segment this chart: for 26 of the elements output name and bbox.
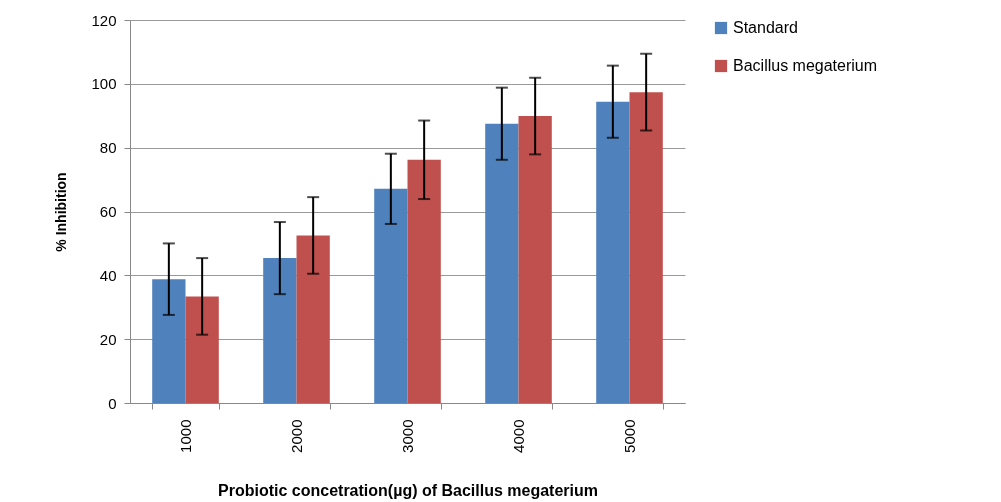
y-tick-label: 120 xyxy=(91,11,117,29)
x-axis-title: Probiotic concetration(µg) of Bacillus megaterium xyxy=(218,481,598,499)
legend-label: Bacillus megaterium xyxy=(733,57,878,74)
bar xyxy=(629,92,663,403)
y-tick-label: 0 xyxy=(108,394,117,412)
bar xyxy=(374,188,408,403)
bar xyxy=(596,101,630,403)
y-tick-label: 80 xyxy=(99,139,117,157)
bar xyxy=(263,258,297,403)
bar xyxy=(185,296,219,403)
y-tick-label: 100 xyxy=(91,75,117,93)
x-tick-label: 4000 xyxy=(510,419,527,453)
x-tick-label: 2000 xyxy=(288,419,305,453)
legend-label: Standard xyxy=(733,19,798,36)
bar xyxy=(296,235,330,403)
bar xyxy=(485,123,519,403)
y-axis-title: % Inhibition xyxy=(53,172,70,252)
x-tick-label: 1000 xyxy=(177,419,194,453)
x-tick-label: 3000 xyxy=(399,419,416,453)
y-tick-label: 20 xyxy=(99,330,117,348)
bar xyxy=(152,279,186,403)
y-tick-label: 60 xyxy=(99,203,117,220)
bar xyxy=(518,116,552,403)
bar xyxy=(407,159,441,403)
x-tick-label: 5000 xyxy=(621,419,638,453)
y-tick-label: 40 xyxy=(99,266,117,284)
